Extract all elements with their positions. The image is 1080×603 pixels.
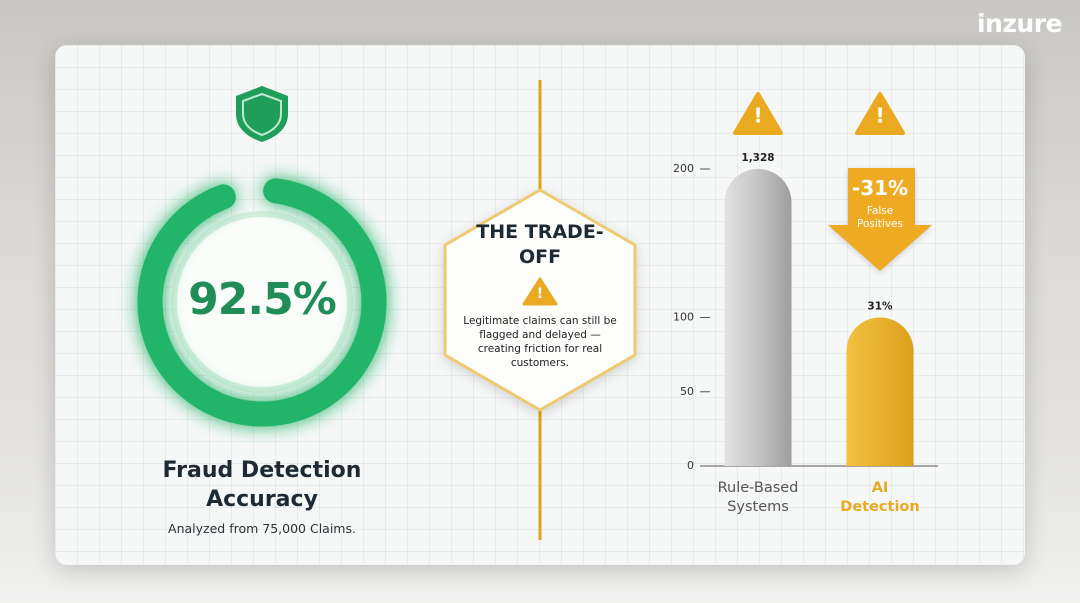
callout-arrow [828, 168, 932, 271]
value-annotation: 1,328 [741, 152, 774, 164]
warning-icon [522, 277, 558, 306]
bar [846, 317, 914, 466]
callout-label: False Positives [857, 205, 903, 230]
gauge-value: 92.5% [188, 274, 337, 325]
svg-text:!: ! [875, 104, 884, 128]
brand-logo: inzure [976, 9, 1063, 38]
gauge-inner [171, 211, 353, 393]
gauge-arc [137, 177, 387, 427]
gauge-title: Fraud Detection Accuracy [162, 458, 362, 512]
callout-value: -31% [851, 176, 909, 200]
tradeoff-text: Legitimate claims can still be flagged a… [463, 315, 617, 369]
y-tick-label: 50 [680, 385, 694, 398]
x-tick-label: Rule-Based Systems [717, 480, 799, 515]
x-tick-label: AI Detection [840, 480, 920, 515]
tradeoff-title: THE TRADE-OFF [476, 221, 604, 268]
svg-text:!: ! [753, 104, 762, 128]
gauge-note: Analyzed from 75,000 Claims. [168, 521, 356, 536]
y-tick-label: 200 [673, 162, 694, 175]
value-annotation: 31% [867, 301, 893, 313]
y-tick-label: 0 [687, 459, 694, 472]
warning-icon: ! [855, 92, 905, 135]
bar [724, 169, 792, 466]
warning-icon: ! [733, 92, 783, 135]
y-tick-label: 100 [673, 311, 694, 324]
shield-inner [242, 92, 282, 137]
warning-mark: ! [537, 286, 543, 302]
